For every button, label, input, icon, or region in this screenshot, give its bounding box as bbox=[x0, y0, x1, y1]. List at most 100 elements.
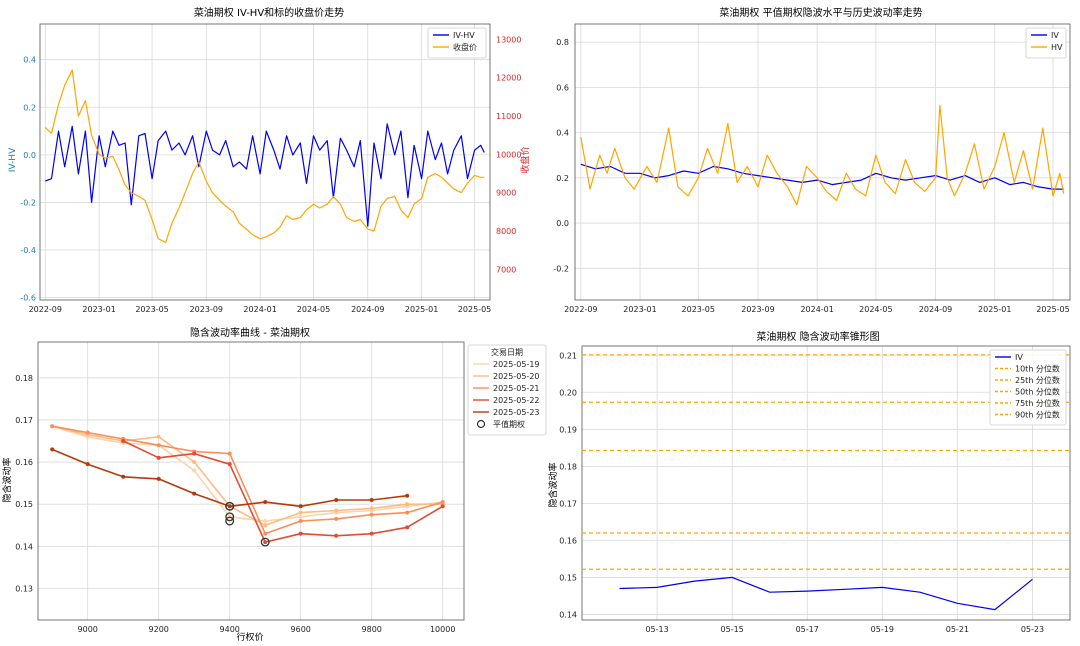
y-tick-label: 0.0 bbox=[23, 151, 36, 160]
y2-tick-label: 11000 bbox=[496, 112, 521, 121]
y-tick-label: 0.15 bbox=[15, 500, 33, 509]
series-line-iv bbox=[580, 163, 1064, 190]
legend-label: 25th 分位数 bbox=[1015, 375, 1060, 385]
data-point bbox=[50, 447, 55, 452]
y2-tick-label: 7000 bbox=[496, 265, 516, 274]
data-point bbox=[263, 500, 268, 505]
y-tick-label: 0.8 bbox=[556, 38, 569, 47]
legend-label: 2025-05-19 bbox=[493, 360, 540, 369]
data-point bbox=[192, 460, 197, 465]
chart-title: 菜油期权 隐含波动率锥形图 bbox=[756, 330, 879, 343]
y-tick-label: -0.2 bbox=[20, 198, 36, 207]
series-line-2025-05-19 bbox=[51, 425, 443, 522]
y-tick-label: 0.17 bbox=[559, 499, 577, 508]
data-point bbox=[334, 497, 339, 502]
y-tick-label: -0.6 bbox=[20, 294, 36, 303]
data-point bbox=[85, 462, 90, 467]
x-tick-label: 2024-01 bbox=[243, 305, 276, 314]
atm-marker bbox=[225, 501, 235, 511]
data-point bbox=[405, 510, 410, 515]
legend-box bbox=[989, 349, 1067, 426]
data-point bbox=[334, 533, 339, 538]
data-point bbox=[192, 451, 197, 456]
legend-label: 90th 分位数 bbox=[1015, 410, 1060, 420]
panel-iv-hv-and-close-price: 菜油期权 IV-HV和标的收盘价走势 IV-HV 收盘价 2022-09 2023… bbox=[8, 6, 531, 314]
x-tick-label: 2024-09 bbox=[919, 305, 952, 314]
x-tick-label: 2025-05 bbox=[1036, 305, 1069, 314]
x-tick-label: 2022-09 bbox=[29, 305, 62, 314]
chart-title: 隐含波动率曲线 - 菜油期权 bbox=[190, 326, 310, 339]
series-line-2025-05-21 bbox=[52, 425, 443, 535]
x-tick-label: 9600 bbox=[291, 625, 311, 634]
panel-atm-iv-and-hv: 菜油期权 平值期权隐波水平与历史波动率走势 2022-09 2023-01 2023… bbox=[553, 6, 1071, 314]
data-point bbox=[85, 430, 90, 435]
legend-label: IV bbox=[1015, 353, 1023, 362]
y-tick-label: 0.13 bbox=[15, 584, 33, 593]
data-point bbox=[405, 493, 410, 498]
x-tick-label: 2025-05 bbox=[458, 305, 491, 314]
x-tick-label: 10000 bbox=[430, 625, 455, 634]
legend-label: 2025-05-21 bbox=[493, 384, 540, 393]
x-tick-label: 9000 bbox=[78, 625, 98, 634]
panel-iv-cone: 菜油期权 隐含波动率锥形图 隐含波动率 05-13 05-15 05-17 05-19… bbox=[547, 330, 1071, 634]
data-point bbox=[440, 504, 445, 509]
y2-tick-label: 13000 bbox=[496, 35, 521, 44]
legend-label: IV bbox=[1051, 31, 1059, 40]
data-point bbox=[334, 516, 339, 521]
data-point bbox=[405, 502, 410, 507]
x-tick-label: 2025-01 bbox=[405, 305, 438, 314]
x-tick-label: 2023-05 bbox=[135, 305, 168, 314]
y-tick-label: 0.4 bbox=[556, 129, 569, 138]
data-point bbox=[50, 424, 55, 429]
plot-frame bbox=[39, 23, 491, 301]
x-tick-label: 2023-05 bbox=[682, 305, 715, 314]
x-tick-label: 2023-01 bbox=[82, 305, 115, 314]
legend-title: 交易日期 bbox=[491, 347, 523, 357]
y-tick-label: 0.16 bbox=[15, 458, 33, 467]
data-point bbox=[369, 497, 374, 502]
x-tick-label: 2023-01 bbox=[623, 305, 656, 314]
data-point bbox=[369, 506, 374, 511]
series-line-2025-05-22 bbox=[122, 440, 444, 543]
x-tick-label: 2024-05 bbox=[297, 305, 330, 314]
data-point bbox=[121, 474, 126, 479]
y-axis-label: 隐含波动率 bbox=[547, 462, 559, 507]
y-tick-label: 0.18 bbox=[15, 374, 33, 383]
data-point bbox=[298, 519, 303, 524]
chart-title: 菜油期权 平值期权隐波水平与历史波动率走势 bbox=[719, 6, 922, 19]
y-tick-label: 0.6 bbox=[556, 83, 569, 92]
legend-label: 2025-05-23 bbox=[493, 408, 540, 417]
data-point bbox=[227, 462, 232, 467]
y-tick-label: 0.2 bbox=[23, 103, 36, 112]
series-line-iv bbox=[619, 576, 1033, 611]
data-point bbox=[369, 531, 374, 536]
y-axis-label: IV-HV bbox=[8, 147, 18, 172]
data-point bbox=[369, 512, 374, 517]
data-point bbox=[440, 500, 445, 505]
legend-label: 2025-05-20 bbox=[493, 372, 540, 381]
data-point bbox=[192, 491, 197, 496]
plot-frame bbox=[581, 345, 1071, 621]
x-tick-label: 9200 bbox=[149, 625, 169, 634]
data-point bbox=[156, 443, 161, 448]
y-tick-label: 0.21 bbox=[559, 351, 577, 360]
y-tick-label: 0.16 bbox=[559, 536, 577, 545]
legend-label: 75th 分位数 bbox=[1015, 398, 1060, 408]
y-tick-label: 0.14 bbox=[15, 542, 33, 551]
legend-label: 2025-05-22 bbox=[493, 396, 540, 405]
data-point bbox=[263, 519, 268, 524]
data-point bbox=[298, 510, 303, 515]
data-point bbox=[192, 468, 197, 473]
y-tick-label: 0.17 bbox=[15, 416, 33, 425]
x-tick-label: 05-15 bbox=[721, 625, 744, 634]
x-tick-label: 2024-01 bbox=[800, 305, 833, 314]
atm-marker bbox=[225, 516, 235, 526]
y-tick-label: -0.4 bbox=[20, 246, 36, 255]
y-tick-label: 0.2 bbox=[556, 174, 569, 183]
legend-marker bbox=[476, 419, 486, 429]
atm-marker bbox=[260, 537, 270, 547]
x-axis-label: 行权价 bbox=[236, 631, 263, 643]
x-tick-label: 9800 bbox=[362, 625, 382, 634]
series-line-iv-hv bbox=[45, 123, 485, 227]
